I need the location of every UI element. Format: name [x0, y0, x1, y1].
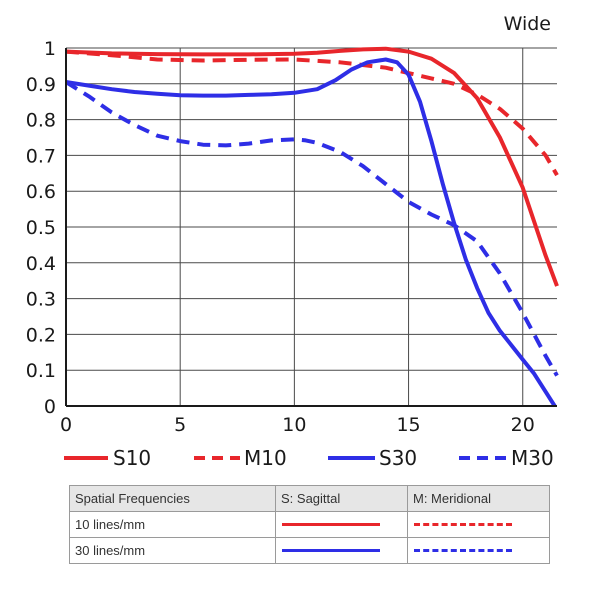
y-tick-label: 0.6: [26, 181, 56, 203]
spatial-frequency-table: Spatial Frequencies S: Sagittal M: Merid…: [69, 485, 550, 564]
header-meridional: M: Meridional: [407, 485, 550, 512]
series-line-m10: [65, 49, 559, 177]
x-tick-label: 0: [60, 414, 72, 436]
chart-legend: S10 M10 S30 M30: [64, 446, 554, 470]
chart-title: Wide: [504, 13, 551, 35]
legend-label-m10: M10: [244, 446, 287, 470]
meridional-30-swatch: [414, 549, 512, 552]
meridional-10-swatch: [414, 523, 512, 526]
y-tick-label: 0.3: [26, 289, 56, 311]
table-row: 30 lines/mm: [69, 537, 550, 564]
grid-lines: [66, 47, 557, 406]
y-tick-label: 0.7: [26, 145, 56, 167]
x-tick-label: 5: [174, 414, 186, 436]
series-lines: [64, 46, 559, 408]
row-label-10: 10 lines/mm: [69, 511, 276, 538]
y-tick-label: 0.4: [26, 253, 56, 275]
legend-label-s10: S10: [113, 446, 151, 470]
y-tick-label: 1: [44, 38, 56, 60]
table-header-row: Spatial Frequencies S: Sagittal M: Merid…: [69, 485, 550, 512]
row-label-30: 30 lines/mm: [69, 537, 276, 564]
sagittal-10-swatch-cell: [275, 511, 408, 538]
y-tick-label: 0.9: [26, 74, 56, 96]
axes: 00.10.20.30.40.50.60.70.80.910 5 10 15 20: [26, 38, 557, 436]
meridional-10-swatch-cell: [407, 511, 550, 538]
sagittal-30-swatch-cell: [275, 537, 408, 564]
x-tick-label: 10: [282, 414, 306, 436]
header-spatial-frequencies: Spatial Frequencies: [69, 485, 276, 512]
table-row: 10 lines/mm: [69, 511, 550, 538]
y-tick-label: 0.8: [26, 110, 56, 132]
sagittal-10-swatch: [282, 523, 380, 526]
header-sagittal: S: Sagittal: [275, 485, 408, 512]
x-tick-label: 20: [511, 414, 535, 436]
y-tick-label: 0.1: [26, 360, 56, 382]
x-tick-label: 15: [396, 414, 420, 436]
series-line-s30: [65, 57, 557, 408]
y-tick-label: 0.5: [26, 217, 56, 239]
series-line-m30: [64, 80, 559, 377]
meridional-30-swatch-cell: [407, 537, 550, 564]
legend-label-s30: S30: [379, 446, 417, 470]
legend-label-m30: M30: [511, 446, 554, 470]
y-tick-label: 0: [44, 396, 56, 418]
y-tick-label: 0.2: [26, 324, 56, 346]
series-line-s10: [65, 46, 559, 287]
sagittal-30-swatch: [282, 549, 380, 552]
